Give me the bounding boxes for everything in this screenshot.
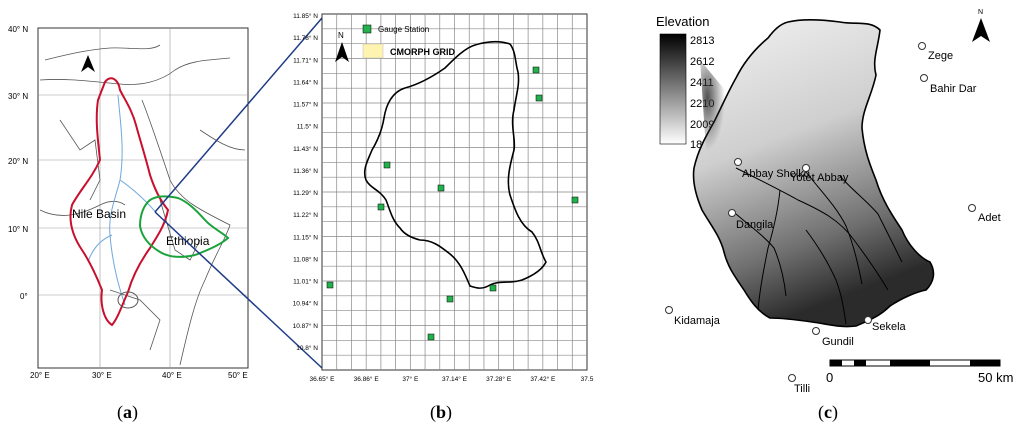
lon-tick: 37.5: [581, 376, 594, 383]
panel-a-graticule: [38, 28, 248, 368]
lat-tick: 11.5° N: [297, 123, 319, 131]
station-label: Adet: [978, 212, 1001, 224]
lat-tick: 40° N: [8, 25, 28, 34]
gauge-station: [571, 196, 579, 204]
north-label: N: [338, 31, 344, 40]
panel-b-lat-ticks: 11.85° N 11.78° N 11.71° N 11.64° N 11.57° N…: [293, 12, 319, 352]
gauge-legend-icon: [362, 24, 372, 34]
lon-tick: 37.28° E: [486, 375, 512, 383]
station-label: Yotet Abbay: [790, 172, 849, 184]
lat-tick: 11.15° N: [293, 233, 318, 241]
station-label: Abbay Shelko: [742, 168, 810, 180]
north-arrow-icon: [81, 55, 95, 72]
elevation-tick: 2813: [690, 35, 714, 47]
grid-legend-icon: [362, 43, 384, 59]
lat-tick: 11.22° N: [293, 211, 318, 219]
lon-tick: 40° E: [162, 371, 182, 380]
station-label: Dangila: [736, 219, 774, 231]
lat-tick: 11.85° N: [293, 12, 318, 20]
ethiopia-boundary: [138, 195, 230, 258]
panel-c: Elevation 2813 2612 2411 2210 2009 1808 …: [640, 0, 1024, 400]
lat-tick: 10.87° N: [293, 322, 319, 330]
lat-tick: 10.8° N: [296, 344, 318, 352]
north-label: N: [978, 9, 983, 16]
lat-tick: 11.36° N: [293, 167, 318, 175]
lat-tick: 11.78° N: [293, 34, 318, 42]
lon-tick: 37.14° E: [442, 375, 468, 383]
lat-tick: 20° N: [8, 157, 28, 166]
scale-bar: [829, 359, 1001, 367]
gauge-legend-label: Gauge Station: [378, 25, 429, 34]
lat-tick: 11.08° N: [293, 255, 318, 263]
scale-end: 50 km: [978, 370, 1013, 385]
elevation-ramp: [659, 33, 687, 145]
panel-a-map: Nile Basin Ethiopia 40° N 30° N 20° N 10…: [8, 25, 249, 380]
lat-tick: 11.01° N: [293, 278, 318, 286]
grid-legend-label: CMORPH GRID: [390, 47, 456, 57]
lat-tick: 11.71° N: [293, 56, 318, 64]
station-label: Kidamaja: [674, 315, 721, 327]
nile-basin-label: Nile Basin: [72, 207, 126, 221]
sub-basin-lines: [735, 167, 903, 325]
panel-b-lon-ticks: 36.65° E 36.86° E 37° E 37.14° E 37.28° E 37.…: [309, 375, 593, 383]
station-label: Tilli: [794, 383, 810, 395]
lon-tick: 20° E: [30, 371, 50, 380]
gauge-station: [535, 94, 543, 102]
gauge-station: [377, 203, 385, 211]
gauge-station: [446, 295, 454, 303]
caption-c: (c): [818, 402, 838, 422]
ethiopia-label: Ethiopia: [166, 234, 210, 248]
panel-a-coastlines: [39, 44, 246, 366]
station-label: Gundil: [822, 336, 854, 348]
lat-tick: 10.94° N: [293, 300, 319, 308]
gauge-station: [427, 333, 435, 341]
caption-b: (b): [430, 402, 453, 422]
lat-tick: 11.43° N: [293, 145, 318, 153]
north-arrow-icon: [972, 18, 990, 42]
gauge-stations: [326, 66, 579, 341]
lon-tick: 37° E: [402, 375, 419, 383]
lat-tick: 30° N: [8, 92, 28, 101]
watershed-boundary: [363, 40, 547, 289]
gauge-station: [489, 284, 497, 292]
lon-tick: 50° E: [228, 371, 248, 380]
lon-tick: 36.65° E: [309, 375, 335, 383]
lat-tick: 11.64° N: [293, 78, 318, 86]
lat-tick: 11.29° N: [293, 189, 318, 197]
panel-b: Gauge Station CMORPH GRID N 11.85° N 11.7…: [270, 0, 610, 400]
station-label: Zege: [928, 50, 953, 62]
lon-tick: 37.42° E: [530, 375, 556, 383]
station-label: Sekela: [872, 321, 907, 333]
lon-tick: 30° E: [92, 371, 112, 380]
lat-tick: 11.57° N: [293, 101, 318, 109]
north-arrow-icon: [335, 42, 349, 62]
lat-tick: 0°: [20, 292, 28, 301]
gauge-station: [383, 161, 391, 169]
dem-shading: [700, 60, 750, 210]
lat-tick: 10° N: [8, 225, 28, 234]
scale-start: 0: [826, 370, 833, 385]
lon-tick: 36.86° E: [354, 375, 380, 383]
gauge-station: [532, 66, 540, 74]
panel-b-grid-map: Gauge Station CMORPH GRID N 11.85° N 11.7…: [293, 12, 594, 383]
panel-a: Nile Basin Ethiopia 40° N 30° N 20° N 10…: [0, 0, 260, 400]
gauge-station: [326, 281, 334, 289]
caption-a: (a): [117, 402, 138, 422]
lake-icon: [117, 291, 139, 309]
station-markers: Zege Bahir Dar Abbay Shelko Yotet Abbay …: [665, 42, 1001, 395]
station-label: Bahir Dar: [930, 83, 977, 95]
elevation-tick: 2612: [690, 56, 714, 68]
elevation-title: Elevation: [656, 14, 709, 29]
cmorph-grid: [322, 14, 587, 370]
gauge-station: [437, 184, 445, 192]
panel-c-elevation-map: Elevation 2813 2612 2411 2210 2009 1808 …: [656, 9, 1013, 395]
